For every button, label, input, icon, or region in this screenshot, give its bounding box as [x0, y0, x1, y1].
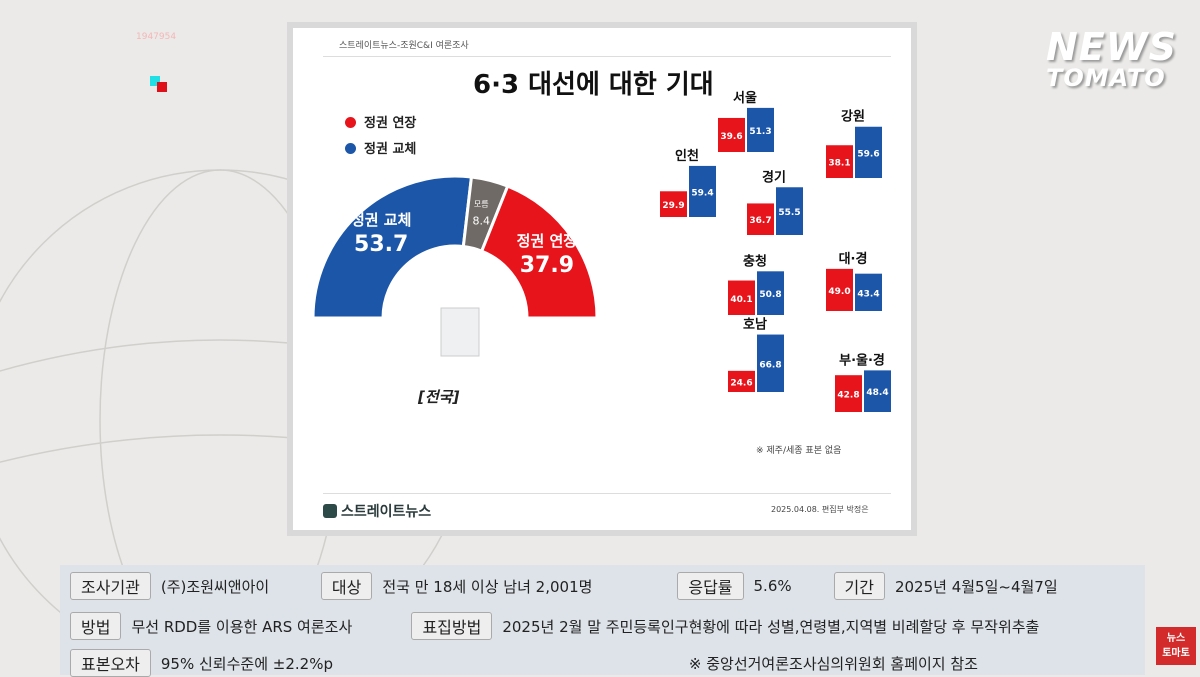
ticker-number: 1947954 [136, 32, 177, 42]
bar-replace [776, 187, 803, 235]
region-label: 충청 [743, 253, 767, 269]
survey-info-panel: 조사기관 (주)조원씨앤아이 대상 전국 만 18세 이상 남녀 2,001명 응답… [60, 565, 1145, 677]
slice-label: 모름 [474, 199, 489, 208]
bar-value: 55.5 [778, 208, 800, 218]
news-tomato-badge: 뉴스 토마토 [1156, 627, 1196, 665]
bar-replace [689, 165, 716, 217]
infographic-source: 스트레이트뉴스-조원C&I 여론조사 [339, 41, 469, 51]
bar-extend [718, 117, 745, 152]
slice-value: 37.9 [520, 253, 574, 278]
slice-value: 8.4 [473, 214, 491, 227]
bar-value: 66.8 [759, 360, 781, 370]
bar-replace [747, 107, 774, 152]
bar-replace [757, 271, 784, 315]
bar-value: 59.4 [691, 188, 713, 198]
bar-value: 24.6 [730, 378, 752, 388]
region-label: 서울 [733, 90, 757, 106]
slice-label: 정권 연장 [517, 232, 578, 250]
ballot-box-icon [440, 307, 480, 357]
legend-replace: 정권 교체 [345, 138, 416, 157]
decor-square-cyan [150, 76, 160, 86]
bar-extend [835, 375, 862, 412]
bar-extend [728, 280, 755, 315]
bar-value: 59.6 [857, 149, 879, 159]
bar-extend [826, 145, 853, 178]
bar-value: 40.1 [730, 295, 752, 305]
bar-extend [747, 203, 774, 235]
region-label: 호남 [743, 317, 767, 333]
date-credit: 2025.04.08. 편집부 박정은 [771, 505, 869, 514]
legend-extend: 정권 연장 [345, 112, 416, 131]
bar-extend [660, 191, 687, 217]
survey-row-2: 방법 무선 RDD를 이용한 ARS 여론조사 표집방법 2025년 2월 말 주민… [70, 612, 1039, 640]
bar-extend [728, 370, 755, 392]
slice-value: 53.7 [354, 232, 408, 257]
bar-replace [864, 370, 891, 412]
bar-value: 49.0 [828, 287, 850, 297]
chart-canvas: 정권 교체 53.7 모름 8.4 정권 연장 37.9 39.6 51.3 서울 38.1 59.… [311, 90, 891, 412]
slice-label: 정권 교체 [351, 211, 411, 229]
bar-value: 38.1 [828, 159, 850, 169]
bar-replace [855, 126, 882, 178]
donut-slice [311, 174, 474, 320]
bar-value: 51.3 [749, 127, 771, 137]
straight-news-logo: 스트레이트뉴스 [323, 501, 431, 521]
donut-slice [479, 184, 599, 320]
national-label: [전국] [418, 388, 460, 406]
bar-value: 36.7 [749, 216, 771, 226]
infographic-title: 6·3 대선에 대한 기대 [473, 70, 714, 100]
survey-row-3: 표본오차 95% 신뢰수준에 ±2.2%p ※ 중앙선거여론조사심의위원회 홈페이… [70, 649, 978, 677]
news-tomato-logo: NEWS TOMATO [1046, 25, 1178, 92]
region-label: 인천 [675, 148, 699, 164]
bar-replace [855, 273, 882, 311]
survey-row-1: 조사기관 (주)조원씨앤아이 대상 전국 만 18세 이상 남녀 2,001명 응답… [70, 572, 1058, 600]
decor-square-red [157, 82, 167, 92]
region-label: 경기 [762, 169, 786, 185]
region-label: 강원 [841, 109, 865, 125]
bar-extend [826, 268, 853, 311]
region-label: 대·경 [839, 251, 868, 267]
bar-value: 29.9 [662, 201, 684, 211]
bar-value: 50.8 [759, 290, 781, 300]
bar-value: 42.8 [837, 391, 859, 401]
footnote: ※ 제주/세종 표본 없음 [756, 446, 842, 456]
bar-value: 39.6 [720, 132, 742, 142]
divider [323, 56, 891, 57]
divider [323, 493, 891, 494]
region-label: 부·울·경 [839, 352, 885, 368]
infographic-card: 스트레이트뉴스-조원C&I 여론조사 6·3 대선에 대한 기대 정권 연장 정… [287, 22, 917, 536]
bar-value: 43.4 [857, 289, 879, 299]
bar-replace [757, 334, 784, 392]
bar-value: 48.4 [866, 388, 888, 398]
